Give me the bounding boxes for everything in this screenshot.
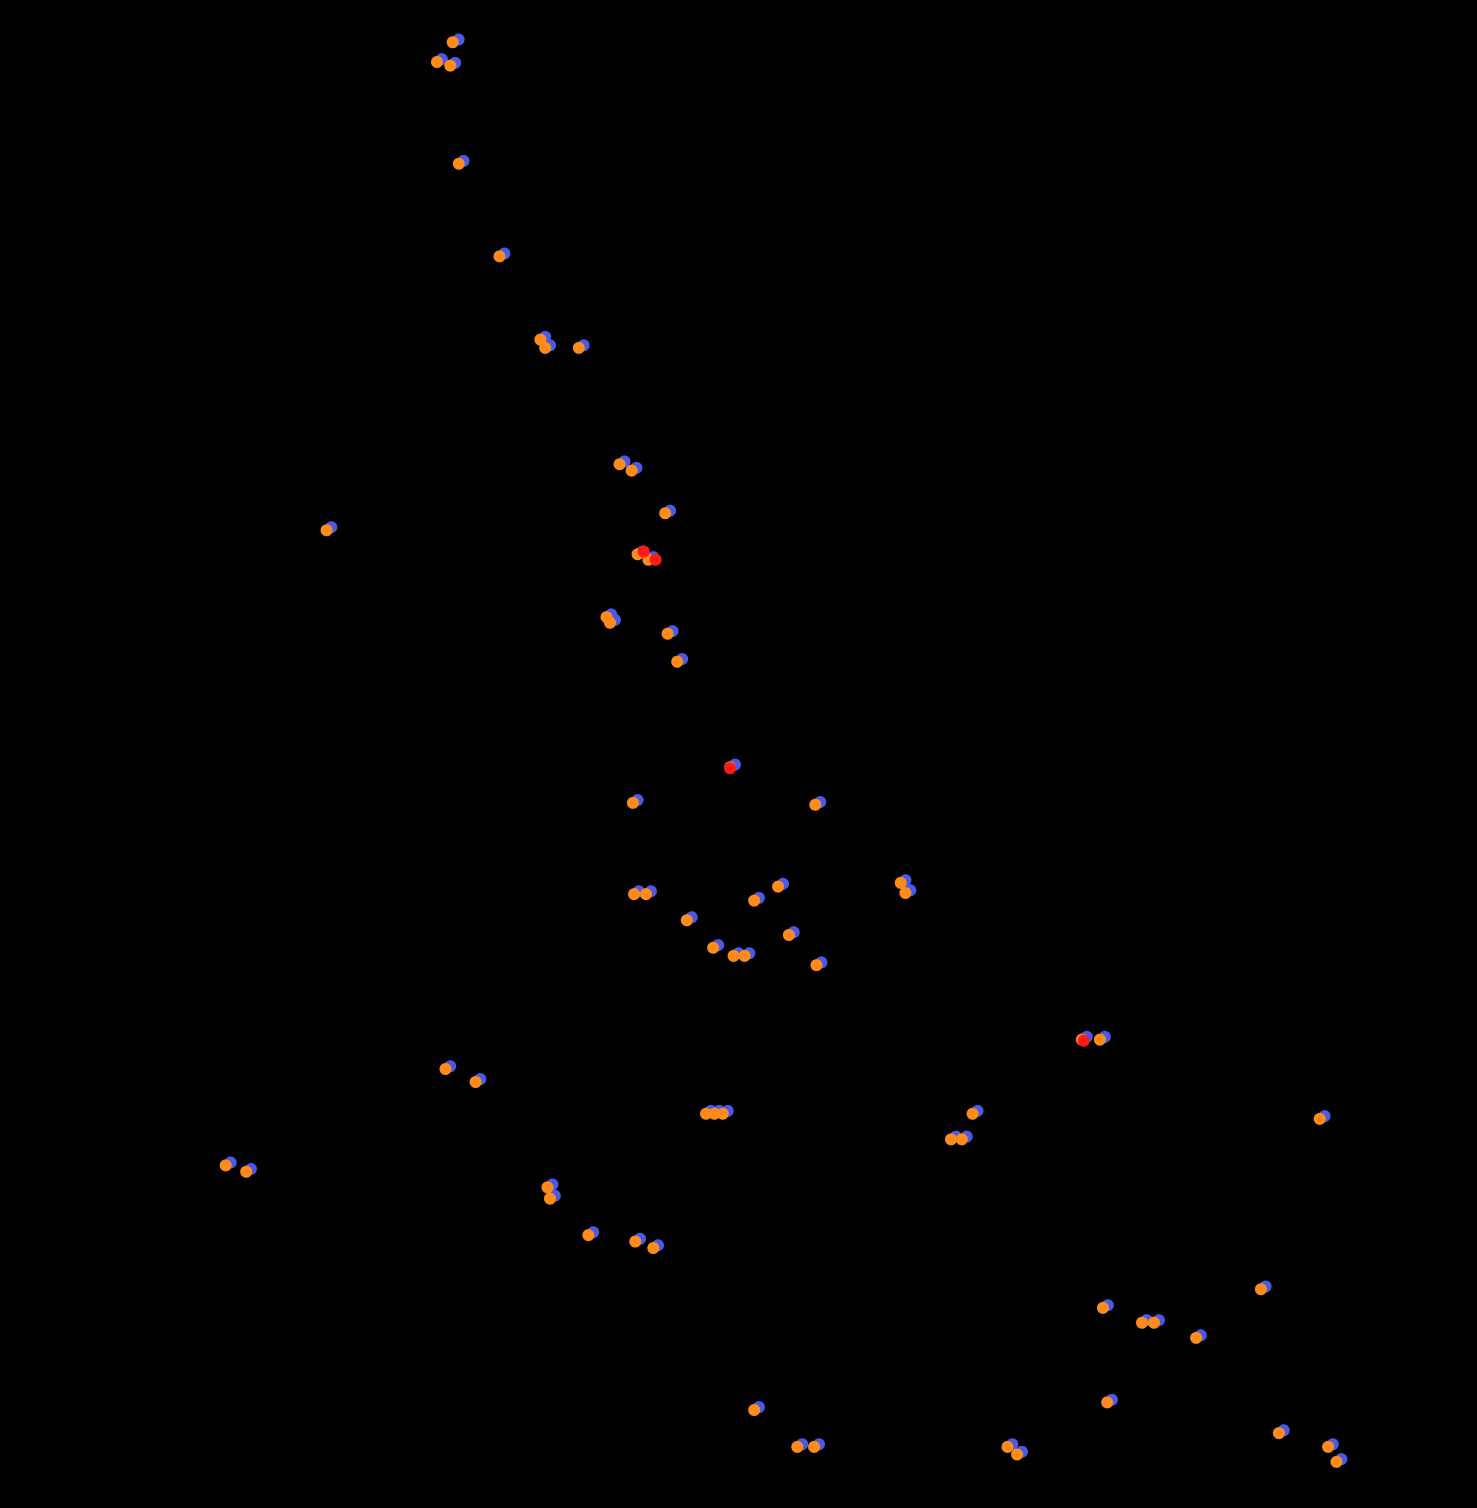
data-point bbox=[1314, 1113, 1326, 1125]
data-point bbox=[627, 797, 639, 809]
data-point bbox=[1322, 1441, 1334, 1453]
data-point bbox=[1273, 1427, 1285, 1439]
data-point bbox=[240, 1166, 252, 1178]
data-point bbox=[629, 1236, 641, 1248]
data-point bbox=[321, 524, 333, 536]
data-point bbox=[1190, 1332, 1202, 1344]
data-point bbox=[1094, 1034, 1106, 1046]
data-point bbox=[1101, 1396, 1113, 1408]
data-point bbox=[1136, 1317, 1148, 1329]
data-point bbox=[728, 950, 740, 962]
data-point bbox=[899, 887, 911, 899]
data-point bbox=[1255, 1283, 1267, 1295]
data-point bbox=[1097, 1302, 1109, 1314]
data-point bbox=[582, 1229, 594, 1241]
data-point bbox=[604, 617, 616, 629]
data-point bbox=[614, 458, 626, 470]
data-point bbox=[662, 628, 674, 640]
data-point bbox=[659, 507, 671, 519]
data-point bbox=[1078, 1035, 1090, 1047]
data-point bbox=[783, 929, 795, 941]
data-point bbox=[945, 1133, 957, 1145]
data-point bbox=[494, 250, 506, 262]
data-point bbox=[453, 158, 465, 170]
data-point bbox=[470, 1076, 482, 1088]
data-point bbox=[1002, 1441, 1014, 1453]
data-point bbox=[539, 342, 551, 354]
chart-background bbox=[0, 0, 1477, 1508]
data-point bbox=[1148, 1317, 1160, 1329]
data-point bbox=[811, 959, 823, 971]
data-point bbox=[1331, 1456, 1343, 1468]
data-point bbox=[809, 799, 821, 811]
data-point bbox=[772, 881, 784, 893]
data-point bbox=[440, 1063, 452, 1075]
data-point bbox=[681, 914, 693, 926]
scatter-chart bbox=[0, 0, 1477, 1508]
data-point bbox=[956, 1133, 968, 1145]
data-point bbox=[791, 1441, 803, 1453]
data-point bbox=[220, 1159, 232, 1171]
data-point bbox=[638, 546, 650, 558]
data-point bbox=[808, 1441, 820, 1453]
data-point bbox=[447, 36, 459, 48]
data-point bbox=[739, 950, 751, 962]
data-point bbox=[650, 554, 662, 566]
data-point bbox=[628, 888, 640, 900]
data-point bbox=[544, 1193, 556, 1205]
data-point bbox=[707, 942, 719, 954]
data-point bbox=[717, 1108, 729, 1120]
data-point bbox=[724, 762, 736, 774]
data-point bbox=[967, 1108, 979, 1120]
data-point bbox=[542, 1181, 554, 1193]
data-point bbox=[1011, 1449, 1023, 1461]
data-point bbox=[748, 895, 760, 907]
data-point bbox=[748, 1404, 760, 1416]
data-point bbox=[573, 342, 585, 354]
data-point bbox=[647, 1242, 659, 1254]
data-point bbox=[431, 56, 443, 68]
data-point bbox=[626, 465, 638, 477]
data-point bbox=[444, 60, 456, 72]
data-point bbox=[640, 888, 652, 900]
data-point bbox=[671, 656, 683, 668]
